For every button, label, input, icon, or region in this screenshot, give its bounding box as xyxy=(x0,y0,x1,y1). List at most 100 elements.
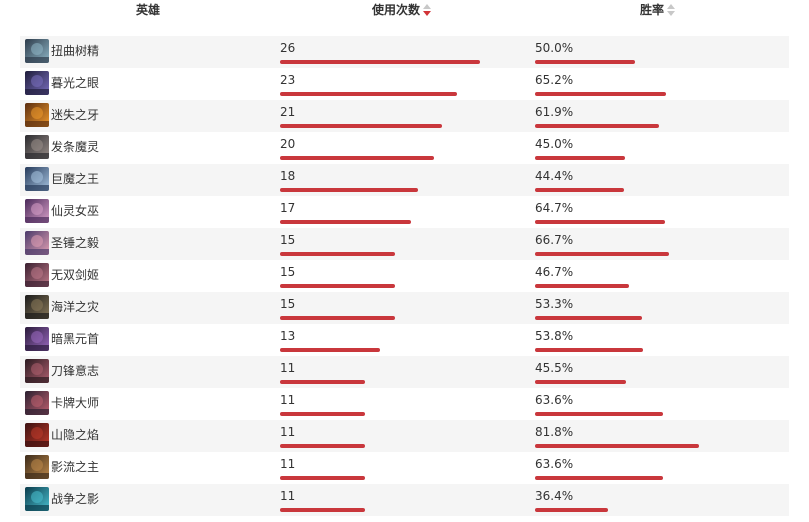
sort-icon[interactable] xyxy=(667,3,676,17)
usage-bar xyxy=(280,380,365,384)
winrate-value: 66.7% xyxy=(535,233,574,247)
usage-count: 18 xyxy=(280,169,296,183)
hero-name[interactable]: 发条魔灵 xyxy=(51,140,100,154)
usage-bar xyxy=(280,284,395,288)
usage-bar xyxy=(280,220,411,224)
hero-name[interactable]: 巨魔之王 xyxy=(51,172,100,186)
usage-bar xyxy=(280,476,365,480)
usage-count: 13 xyxy=(280,329,296,343)
usage-count: 11 xyxy=(280,457,296,471)
winrate-bar xyxy=(535,60,635,64)
hero-name[interactable]: 扭曲树精 xyxy=(51,44,100,58)
winrate-bar xyxy=(535,412,663,416)
poppy-avatar xyxy=(25,231,49,255)
usage-count: 15 xyxy=(280,233,296,247)
hero-name[interactable]: 暮光之眼 xyxy=(51,76,100,90)
hero-name[interactable]: 卡牌大师 xyxy=(51,396,100,410)
usage-bar xyxy=(280,92,457,96)
winrate-value: 44.4% xyxy=(535,169,574,183)
winrate-value: 36.4% xyxy=(535,489,574,503)
usage-count: 11 xyxy=(280,361,296,375)
hero-name[interactable]: 暗黑元首 xyxy=(51,332,100,346)
trundle-avatar xyxy=(25,167,49,191)
table-row: 战争之影 11 36.4% xyxy=(20,484,789,516)
hero-name[interactable]: 战争之影 xyxy=(51,492,100,506)
winrate-bar xyxy=(535,508,608,512)
hero-name[interactable]: 无双剑姬 xyxy=(51,268,100,282)
hero-name[interactable]: 影流之主 xyxy=(51,460,100,474)
usage-count: 23 xyxy=(280,73,296,87)
winrate-value: 81.8% xyxy=(535,425,574,439)
usage-bar xyxy=(280,412,365,416)
table-row: 卡牌大师 11 63.6% xyxy=(20,388,789,420)
table-row: 影流之主 11 63.6% xyxy=(20,452,789,484)
usage-bar xyxy=(280,316,395,320)
usage-count: 15 xyxy=(280,265,296,279)
maokai-avatar xyxy=(25,39,49,63)
sort-descending-icon[interactable] xyxy=(423,3,432,17)
lulu-avatar xyxy=(25,199,49,223)
fiora-avatar xyxy=(25,263,49,287)
usage-count: 21 xyxy=(280,105,296,119)
winrate-value: 53.3% xyxy=(535,297,574,311)
winrate-bar xyxy=(535,252,669,256)
irelia-avatar xyxy=(25,359,49,383)
hero-name[interactable]: 刀锋意志 xyxy=(51,364,100,378)
table-row: 扭曲树精 26 50.0% xyxy=(20,36,789,68)
winrate-bar xyxy=(535,348,643,352)
winrate-bar xyxy=(535,124,659,128)
zed-avatar xyxy=(25,455,49,479)
shen-avatar xyxy=(25,71,49,95)
usage-count: 20 xyxy=(280,137,296,151)
winrate-bar xyxy=(535,220,665,224)
hero-name[interactable]: 迷失之牙 xyxy=(51,108,100,122)
usage-bar xyxy=(280,124,442,128)
winrate-bar xyxy=(535,444,699,448)
hero-name[interactable]: 山隐之焰 xyxy=(51,428,100,442)
winrate-value: 63.6% xyxy=(535,457,574,471)
winrate-value: 65.2% xyxy=(535,73,574,87)
usage-count: 17 xyxy=(280,201,296,215)
column-header-hero-label: 英雄 xyxy=(136,3,161,17)
hero-name[interactable]: 仙灵女巫 xyxy=(51,204,100,218)
twisted-fate-avatar xyxy=(25,391,49,415)
winrate-bar xyxy=(535,188,624,192)
winrate-bar xyxy=(535,156,625,160)
table-row: 海洋之灾 15 53.3% xyxy=(20,292,789,324)
table-header: 英雄 使用次数 胜率 xyxy=(0,0,809,30)
hero-name[interactable]: 圣锤之毅 xyxy=(51,236,100,250)
usage-bar xyxy=(280,188,418,192)
ornn-avatar xyxy=(25,423,49,447)
hero-name[interactable]: 海洋之灾 xyxy=(51,300,100,314)
table-row: 山隐之焰 11 81.8% xyxy=(20,420,789,452)
usage-bar xyxy=(280,508,365,512)
winrate-bar xyxy=(535,284,629,288)
usage-bar xyxy=(280,252,395,256)
winrate-value: 61.9% xyxy=(535,105,574,119)
usage-count: 11 xyxy=(280,489,296,503)
table-row: 巨魔之王 18 44.4% xyxy=(20,164,789,196)
table-row: 圣锤之毅 15 66.7% xyxy=(20,228,789,260)
column-header-winrate-label: 胜率 xyxy=(640,3,665,17)
winrate-bar xyxy=(535,92,666,96)
table-row: 仙灵女巫 17 64.7% xyxy=(20,196,789,228)
winrate-value: 53.8% xyxy=(535,329,574,343)
winrate-value: 46.7% xyxy=(535,265,574,279)
usage-bar xyxy=(280,60,480,64)
hecarim-avatar xyxy=(25,487,49,511)
winrate-bar xyxy=(535,316,642,320)
winrate-bar xyxy=(535,476,663,480)
table-row: 刀锋意志 11 45.5% xyxy=(20,356,789,388)
column-header-winrate[interactable]: 胜率 xyxy=(640,3,676,17)
gangplank-avatar xyxy=(25,295,49,319)
usage-count: 26 xyxy=(280,41,296,55)
usage-bar xyxy=(280,156,434,160)
table-row: 迷失之牙 21 61.9% xyxy=(20,100,789,132)
gnar-avatar xyxy=(25,103,49,127)
usage-count: 11 xyxy=(280,425,296,439)
table-row: 无双剑姬 15 46.7% xyxy=(20,260,789,292)
column-header-usage[interactable]: 使用次数 xyxy=(372,3,432,17)
syndra-avatar xyxy=(25,327,49,351)
table-row: 发条魔灵 20 45.0% xyxy=(20,132,789,164)
winrate-value: 45.5% xyxy=(535,361,574,375)
